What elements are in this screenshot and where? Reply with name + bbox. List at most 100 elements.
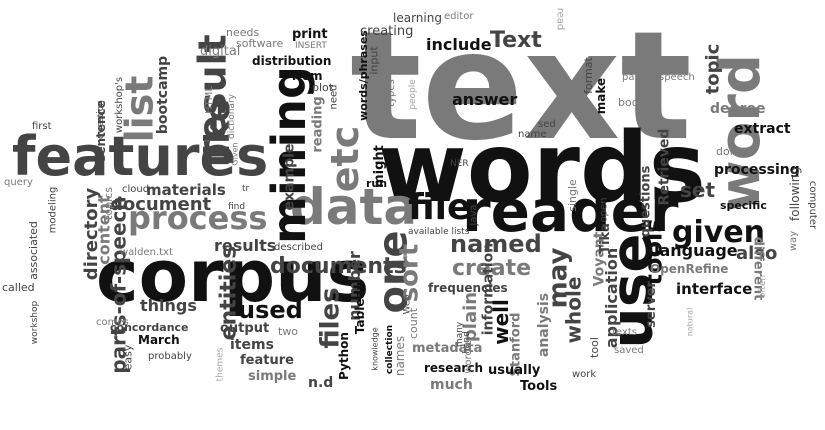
word-software: software <box>236 37 284 50</box>
word-n-d: n.d <box>308 375 334 391</box>
word-digital: digital <box>200 44 241 59</box>
word-whole: whole <box>561 276 586 344</box>
word-analysis: analysis <box>536 292 553 358</box>
word-answer: answer <box>452 90 518 109</box>
word-items: items <box>230 337 274 353</box>
word-format: format <box>581 57 595 94</box>
word-things: things <box>140 296 197 315</box>
word-feature: feature <box>240 353 294 368</box>
word-people: people <box>407 79 418 110</box>
word-topic: topic <box>702 43 724 95</box>
word-Given: Given <box>230 142 240 166</box>
word-creating: creating <box>360 24 414 39</box>
word-workshops: workshop's <box>114 76 126 134</box>
word-set: set <box>680 178 716 202</box>
word-specific: specific <box>720 199 767 212</box>
word-questions: questions <box>638 165 654 238</box>
word-Tika: Tika <box>597 223 613 254</box>
word-single: single <box>565 179 579 212</box>
word-reading: reading <box>310 96 326 153</box>
word-reader: reader <box>462 177 679 245</box>
word-Python: Python <box>336 332 351 380</box>
word-text: text <box>350 0 692 174</box>
word-natural: natural <box>685 307 695 337</box>
word-March: March <box>138 333 180 347</box>
word-comes: comes <box>96 317 129 328</box>
word-modeling: modeling <box>47 186 59 234</box>
word-concordance: concordance <box>110 321 189 334</box>
word-etc: etc <box>323 125 368 193</box>
word-run: run <box>366 177 388 190</box>
word-plot: plot <box>312 81 334 94</box>
word-described: described <box>274 242 323 253</box>
word-cloud: cloud <box>122 184 150 195</box>
word-workshop: workshop <box>30 300 41 345</box>
word-named: named <box>450 230 542 258</box>
word-make: make <box>594 77 609 115</box>
word-extract: extract <box>734 121 791 137</box>
word-materials: materials <box>146 181 226 199</box>
word-Web: Web <box>402 294 413 315</box>
word-saved: saved <box>614 345 644 356</box>
word-usually: usually <box>488 363 541 378</box>
word-wordle: wordle <box>462 340 474 374</box>
word-create: create <box>452 256 532 281</box>
word-given: given <box>672 215 766 250</box>
word-Java: Java <box>468 204 480 226</box>
word-easy: easy <box>121 344 135 371</box>
word-interface: interface <box>676 280 753 298</box>
word-print: print <box>292 27 328 42</box>
word-documents: documents <box>270 254 407 279</box>
word-books: books <box>618 96 651 109</box>
word-metadata: metadata <box>412 341 483 356</box>
word-following: following <box>787 167 802 221</box>
word-words-phrases: words/phrases <box>356 30 370 121</box>
word-example: example <box>281 143 298 211</box>
word-two: two <box>278 325 299 338</box>
word-item: item <box>292 69 323 83</box>
word-texts: texts <box>612 327 637 338</box>
word-words: words <box>378 112 706 224</box>
word-question: question <box>95 100 106 139</box>
word-research: research <box>424 361 484 375</box>
word-data: data <box>290 178 418 236</box>
word-part-of-speech: part-of-speech <box>622 72 695 83</box>
word-input: input <box>367 46 381 75</box>
word-themes: themes <box>215 347 226 382</box>
word-first: first <box>32 121 52 132</box>
word-tool: tool <box>587 337 601 358</box>
word-computer: computer <box>807 180 819 230</box>
word-need: need <box>328 84 340 110</box>
word-dictionary: dictionary <box>226 94 237 139</box>
word-query: query <box>4 177 33 188</box>
word-frequencies: frequencies <box>428 281 508 295</box>
word-open: open <box>598 197 610 223</box>
word-features: features <box>12 125 269 188</box>
word-way: way <box>788 230 800 252</box>
word-simple: simple <box>248 369 297 384</box>
word-sed: sed <box>538 119 556 130</box>
word-editor: editor <box>444 11 474 22</box>
word-learning: learning <box>393 11 442 25</box>
word-also: also <box>736 243 778 264</box>
word-types: types <box>385 79 397 107</box>
word-degree: degree <box>710 101 766 117</box>
word-process: process <box>128 199 268 237</box>
word-INSERT: INSERT <box>295 41 327 51</box>
word-Tools: Tools <box>520 379 558 394</box>
word-list: list <box>117 75 162 143</box>
word-Text: Text <box>490 28 542 53</box>
word-file: file <box>408 187 472 228</box>
word-topics: topics <box>101 187 115 220</box>
word-needs: needs <box>226 26 260 39</box>
word-OpenRefine: OpenRefine <box>650 262 729 276</box>
word-done: done <box>716 145 744 158</box>
word-processing: processing <box>714 162 800 178</box>
word-read: read <box>554 7 566 31</box>
word-server: server <box>643 281 659 328</box>
word-language: language <box>654 241 738 260</box>
word-find: find <box>228 202 246 212</box>
word-distribution: distribution <box>252 54 332 68</box>
word-results: results <box>214 236 277 255</box>
